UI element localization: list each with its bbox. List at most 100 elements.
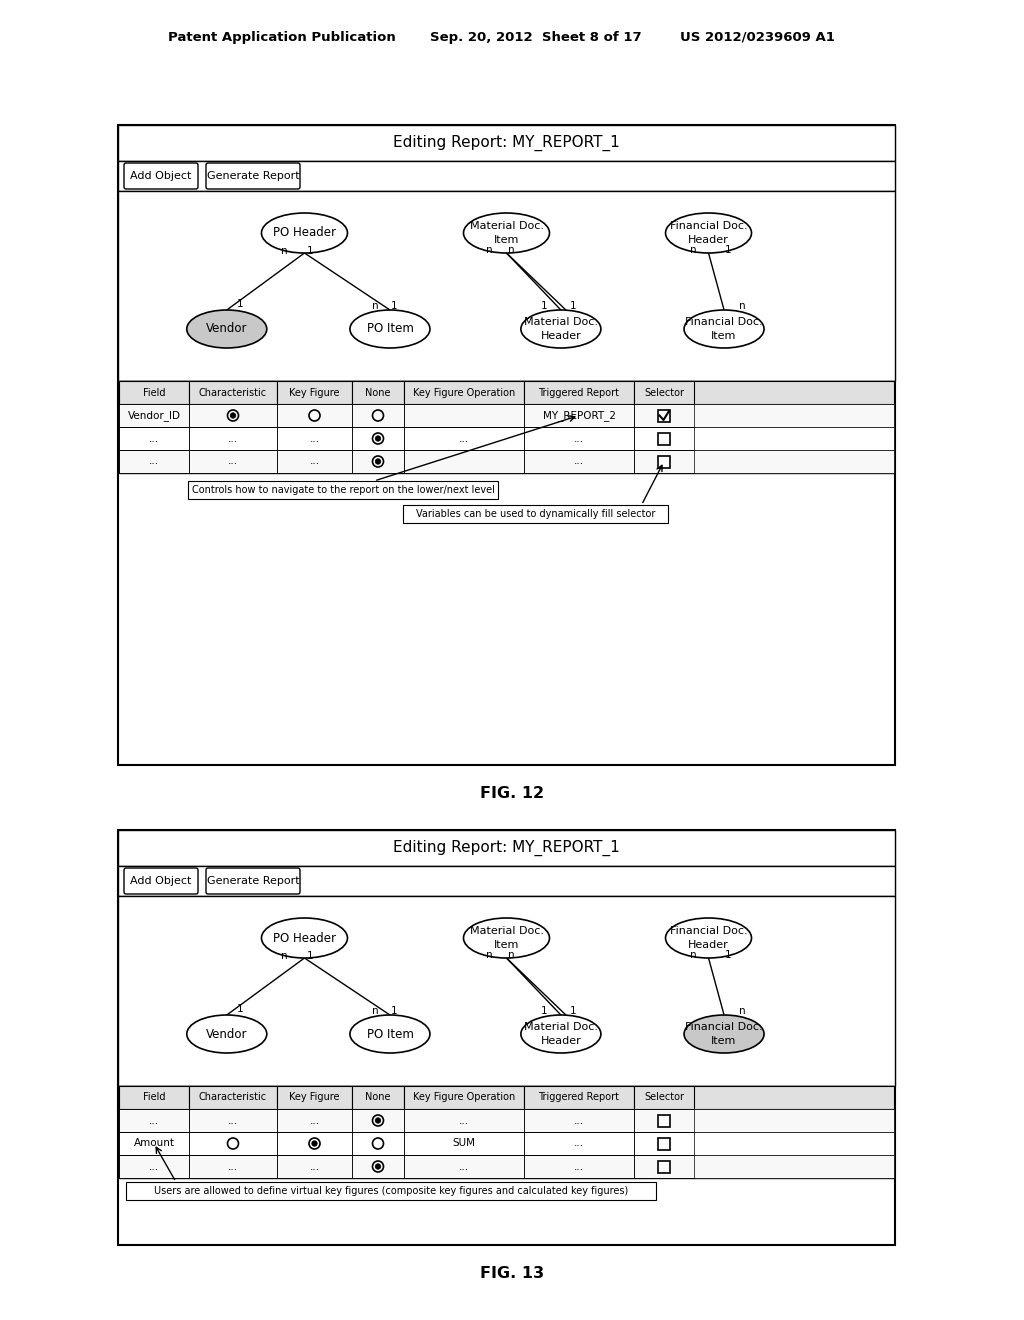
Bar: [352, 1155, 404, 1177]
Bar: [118, 830, 895, 866]
Text: None: None: [366, 1093, 391, 1102]
Bar: [118, 125, 895, 161]
Bar: [352, 450, 404, 473]
Bar: [524, 381, 634, 404]
Bar: [278, 404, 352, 426]
Bar: [119, 426, 189, 450]
Bar: [634, 1133, 694, 1155]
Bar: [524, 1086, 634, 1109]
Ellipse shape: [186, 1015, 267, 1053]
Bar: [658, 455, 670, 467]
Bar: [634, 381, 694, 404]
Text: 1: 1: [307, 246, 313, 256]
Bar: [278, 426, 352, 450]
Bar: [658, 1160, 670, 1172]
Bar: [119, 426, 894, 450]
Bar: [119, 1155, 189, 1177]
Text: Header: Header: [688, 940, 729, 950]
Text: Add Object: Add Object: [130, 876, 191, 886]
Text: FIG. 13: FIG. 13: [480, 1266, 544, 1280]
Text: n: n: [690, 246, 697, 255]
Ellipse shape: [684, 310, 764, 348]
Text: n: n: [282, 950, 288, 961]
Text: PO Header: PO Header: [273, 227, 336, 239]
Text: Item: Item: [712, 1036, 736, 1045]
Text: n: n: [508, 950, 515, 960]
Text: 1: 1: [541, 1006, 547, 1016]
Text: ...: ...: [148, 433, 159, 444]
Text: PO Item: PO Item: [367, 1027, 414, 1040]
Bar: [658, 409, 670, 421]
Text: ...: ...: [309, 1162, 319, 1172]
Text: ...: ...: [459, 1162, 469, 1172]
Text: Generate Report: Generate Report: [207, 876, 299, 886]
Text: n: n: [486, 246, 493, 255]
Text: ...: ...: [573, 457, 584, 466]
Text: ...: ...: [573, 1138, 584, 1148]
Text: Material Doc.: Material Doc.: [469, 927, 544, 936]
Text: ...: ...: [459, 433, 469, 444]
Ellipse shape: [261, 213, 347, 253]
Bar: [119, 381, 894, 473]
Bar: [634, 426, 694, 450]
Text: ...: ...: [309, 433, 319, 444]
Bar: [278, 1155, 352, 1177]
Bar: [118, 125, 895, 766]
Text: Header: Header: [541, 1036, 582, 1045]
Text: Characteristic: Characteristic: [199, 1093, 267, 1102]
Bar: [119, 1133, 189, 1155]
Text: 1: 1: [307, 950, 313, 961]
Circle shape: [375, 1164, 381, 1170]
Bar: [119, 1086, 894, 1109]
Bar: [524, 426, 634, 450]
Text: ...: ...: [148, 1162, 159, 1172]
Text: Vendor: Vendor: [206, 322, 248, 335]
Bar: [404, 426, 524, 450]
Bar: [524, 1155, 634, 1177]
Bar: [278, 381, 352, 404]
Bar: [404, 1086, 524, 1109]
Bar: [352, 1086, 404, 1109]
Text: Financial Doc.: Financial Doc.: [685, 1022, 763, 1032]
Text: Generate Report: Generate Report: [207, 172, 299, 181]
Text: Key Figure Operation: Key Figure Operation: [413, 1093, 515, 1102]
Text: ...: ...: [228, 433, 238, 444]
Text: Header: Header: [541, 331, 582, 341]
Bar: [404, 1155, 524, 1177]
Text: ...: ...: [459, 1115, 469, 1126]
Text: US 2012/0239609 A1: US 2012/0239609 A1: [680, 30, 835, 44]
Text: Controls how to navigate to the report on the lower/next level: Controls how to navigate to the report o…: [191, 484, 495, 495]
Text: Add Object: Add Object: [130, 172, 191, 181]
Bar: [189, 1109, 278, 1133]
Bar: [118, 161, 895, 191]
Bar: [404, 1133, 524, 1155]
Circle shape: [375, 436, 381, 441]
Bar: [189, 404, 278, 426]
Text: Selector: Selector: [644, 1093, 684, 1102]
Bar: [189, 426, 278, 450]
Bar: [524, 1133, 634, 1155]
Circle shape: [375, 1118, 381, 1123]
Text: n: n: [738, 301, 745, 312]
Bar: [189, 450, 278, 473]
Ellipse shape: [521, 310, 601, 348]
Bar: [658, 433, 670, 445]
Text: 1: 1: [725, 950, 732, 960]
Bar: [404, 381, 524, 404]
Text: Selector: Selector: [644, 388, 684, 397]
Text: 1: 1: [541, 301, 547, 312]
Bar: [404, 1109, 524, 1133]
Bar: [119, 404, 189, 426]
Bar: [119, 1109, 894, 1133]
Circle shape: [230, 413, 236, 418]
Text: Financial Doc.: Financial Doc.: [670, 220, 748, 231]
Text: FIG. 12: FIG. 12: [480, 785, 544, 800]
Text: ...: ...: [573, 1115, 584, 1126]
Text: Material Doc.: Material Doc.: [524, 317, 598, 327]
Bar: [118, 191, 895, 381]
Ellipse shape: [684, 1015, 764, 1053]
Text: n: n: [282, 246, 288, 256]
Bar: [634, 1086, 694, 1109]
Text: Header: Header: [688, 235, 729, 246]
Text: None: None: [366, 388, 391, 397]
